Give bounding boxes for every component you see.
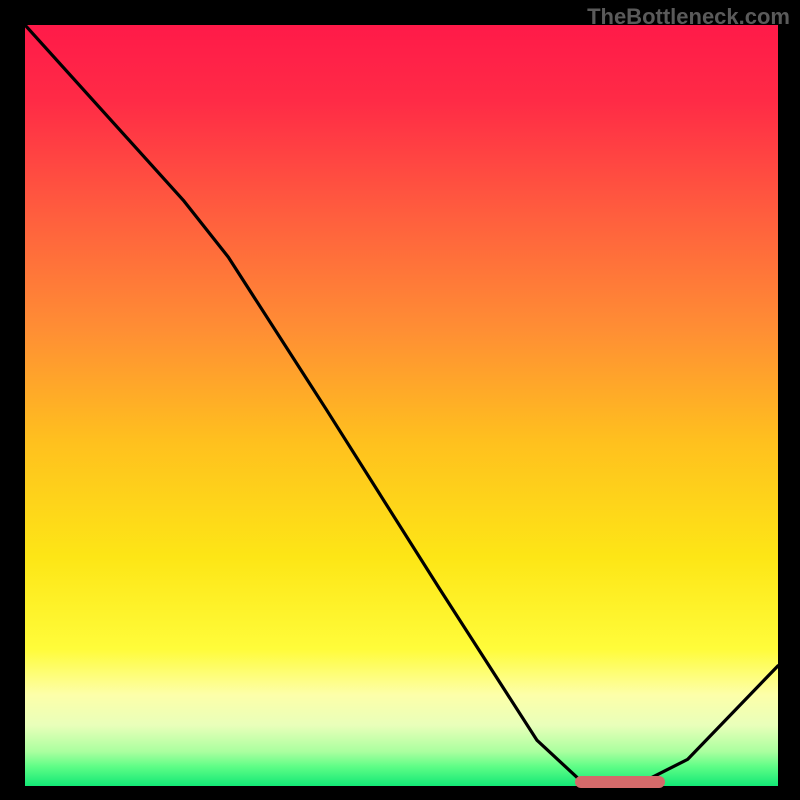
watermark-text: TheBottleneck.com (587, 4, 790, 30)
chart-frame: TheBottleneck.com (0, 0, 800, 800)
plot-svg (25, 25, 778, 786)
plot-area (25, 25, 778, 786)
minimum-marker (575, 776, 665, 788)
